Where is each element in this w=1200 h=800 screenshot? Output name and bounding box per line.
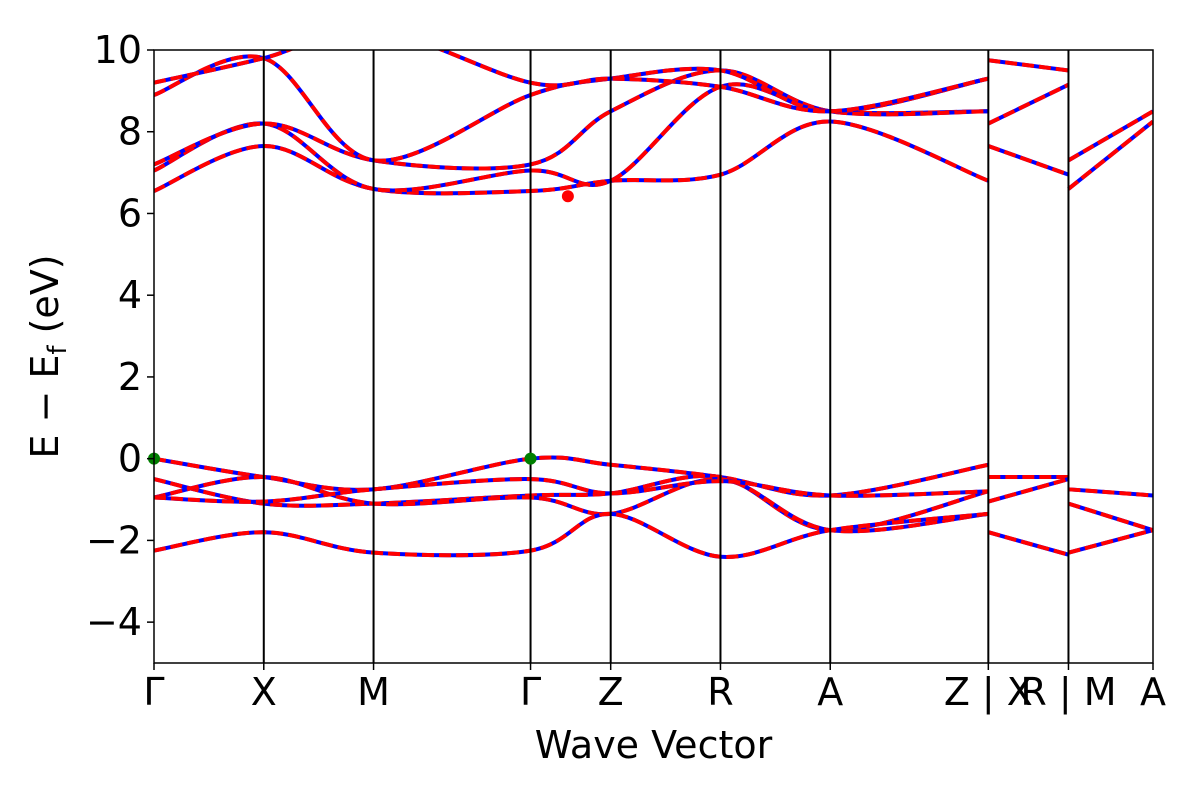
band-line-fit [1068,487,1153,498]
x-ticks-layer: Γ X M Γ Z R A Z | XR | M A [143,663,1166,715]
y-axis-label-main: E − E [23,355,67,459]
band-line-fit [987,144,1070,177]
band-line-fit [154,82,989,193]
x-tick-label: M [357,670,390,714]
y-ticks-layer: −4 −2 0 2 4 6 8 10 [86,28,154,644]
y-axis-label-units: (eV) [23,254,67,345]
plot-frame [153,49,1154,664]
band-line-fit [1067,501,1153,533]
band-line-dft [154,511,989,559]
y-tick-label: 8 [118,110,142,154]
band-line-fit [154,119,990,196]
band-line-fit [1067,119,1153,191]
x-tick-label: R [707,670,733,714]
extrema-markers-layer [148,190,574,465]
band-line-fit [1067,528,1153,555]
x-tick-label: A [1140,670,1166,714]
x-tick-label: A [817,670,843,714]
band-line-fit [987,82,1070,126]
y-axis-label: E − Ef (eV) [23,254,73,458]
band-line-dft [154,119,990,196]
y-tick-label: 6 [118,191,142,235]
band-line-fit [154,50,989,114]
y-tick-label: 4 [118,273,142,317]
y-tick-label: 2 [118,355,142,399]
y-tick-label: −2 [86,518,142,562]
x-tick-label: Z [598,670,624,714]
band-line-dft [154,82,989,193]
vbm-marker [524,452,537,465]
x-tick-label: Z | X [944,670,1033,715]
band-line-fit [154,473,989,533]
band-line-fit [988,58,1069,73]
y-axis-label-subscript: f [43,345,73,355]
band-line-dft [154,50,989,114]
y-tick-label: 10 [94,28,142,72]
y-tick-label: 0 [118,437,142,481]
band-line-dft [1067,109,1153,163]
x-tick-label: Γ [143,670,164,714]
band-line-fit [987,530,1070,557]
band-line-fit [154,455,989,498]
band-line-fit [154,511,989,559]
bands-layer [154,50,1153,559]
cbm-marker [561,190,574,203]
y-tick-label: −4 [86,600,142,644]
kpoint-lines-layer [262,50,1070,663]
band-line-fit [987,477,1070,504]
x-tick-label: R | M [1020,670,1116,715]
x-tick-label: X [251,670,277,714]
x-tick-label: Γ [520,670,541,714]
x-axis-label: Wave Vector [535,723,773,767]
